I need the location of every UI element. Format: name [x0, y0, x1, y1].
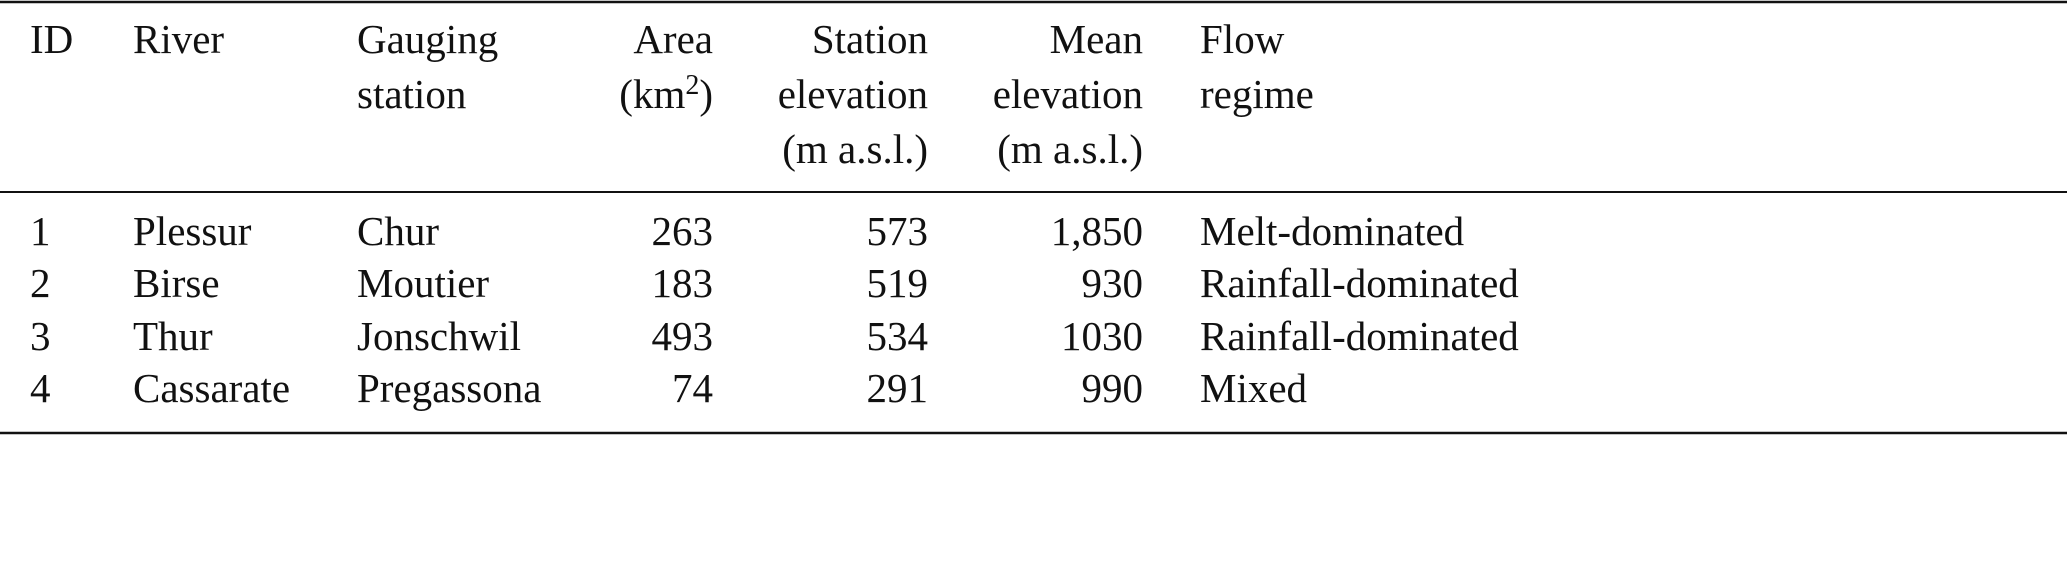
cell: Rainfall-dominated [1200, 260, 1519, 306]
cell: Cassarate [133, 365, 290, 411]
header-segment: Station [812, 16, 928, 62]
cell: 519 [867, 260, 929, 306]
header-text: Station [812, 16, 928, 62]
header-text: ID [30, 16, 73, 62]
header-text: (m a.s.l.) [997, 126, 1143, 172]
cell: 4 [30, 365, 51, 411]
header-segment: Flow [1200, 16, 1285, 62]
header-text: (m a.s.l.) [782, 126, 928, 172]
cell: 1 [30, 208, 51, 254]
cell: 534 [867, 313, 929, 359]
header-segment: elevation [993, 71, 1143, 117]
header-segment: Area [633, 16, 713, 62]
header-segment: station [357, 71, 466, 117]
header-text: Flow [1200, 16, 1285, 62]
cell: Pregassona [357, 365, 541, 411]
cell: 1030 [1061, 313, 1143, 359]
header-text: regime [1200, 71, 1314, 117]
cell: 1,850 [1051, 208, 1143, 254]
cell: 74 [672, 365, 713, 411]
cell: Melt-dominated [1200, 208, 1464, 254]
header-segment: ) [699, 71, 713, 117]
cell: Rainfall-dominated [1200, 313, 1519, 359]
header-text: Area [633, 16, 713, 62]
header-text: elevation [778, 71, 928, 117]
cell: 291 [867, 365, 929, 411]
cell: 3 [30, 313, 51, 359]
cell: Jonschwil [357, 313, 521, 359]
header-text: Gauging [357, 16, 498, 62]
header-segment: Mean [1050, 16, 1143, 62]
header-text: (km2) [619, 70, 713, 117]
header-segment: (km [619, 71, 685, 117]
cell: Plessur [133, 208, 252, 254]
cell: Thur [133, 313, 213, 359]
cell: 263 [652, 208, 714, 254]
header-segment: River [133, 16, 224, 62]
superscript: 2 [685, 70, 699, 101]
header-segment: regime [1200, 71, 1314, 117]
cell: Birse [133, 260, 220, 306]
header-segment: elevation [778, 71, 928, 117]
cell: 573 [867, 208, 929, 254]
cell: Mixed [1200, 365, 1307, 411]
header-text: Mean [1050, 16, 1143, 62]
header-text: elevation [993, 71, 1143, 117]
cell: Chur [357, 208, 439, 254]
cell: 183 [652, 260, 714, 306]
header-segment: Gauging [357, 16, 498, 62]
cell: Moutier [357, 260, 489, 306]
header-text: station [357, 71, 466, 117]
header-segment: (m a.s.l.) [997, 126, 1143, 172]
header-text: River [133, 16, 224, 62]
cell: 2 [30, 260, 51, 306]
cell: 990 [1082, 365, 1144, 411]
cell: 930 [1082, 260, 1144, 306]
header-segment: (m a.s.l.) [782, 126, 928, 172]
header-segment: ID [30, 16, 73, 62]
cell: 493 [652, 313, 714, 359]
